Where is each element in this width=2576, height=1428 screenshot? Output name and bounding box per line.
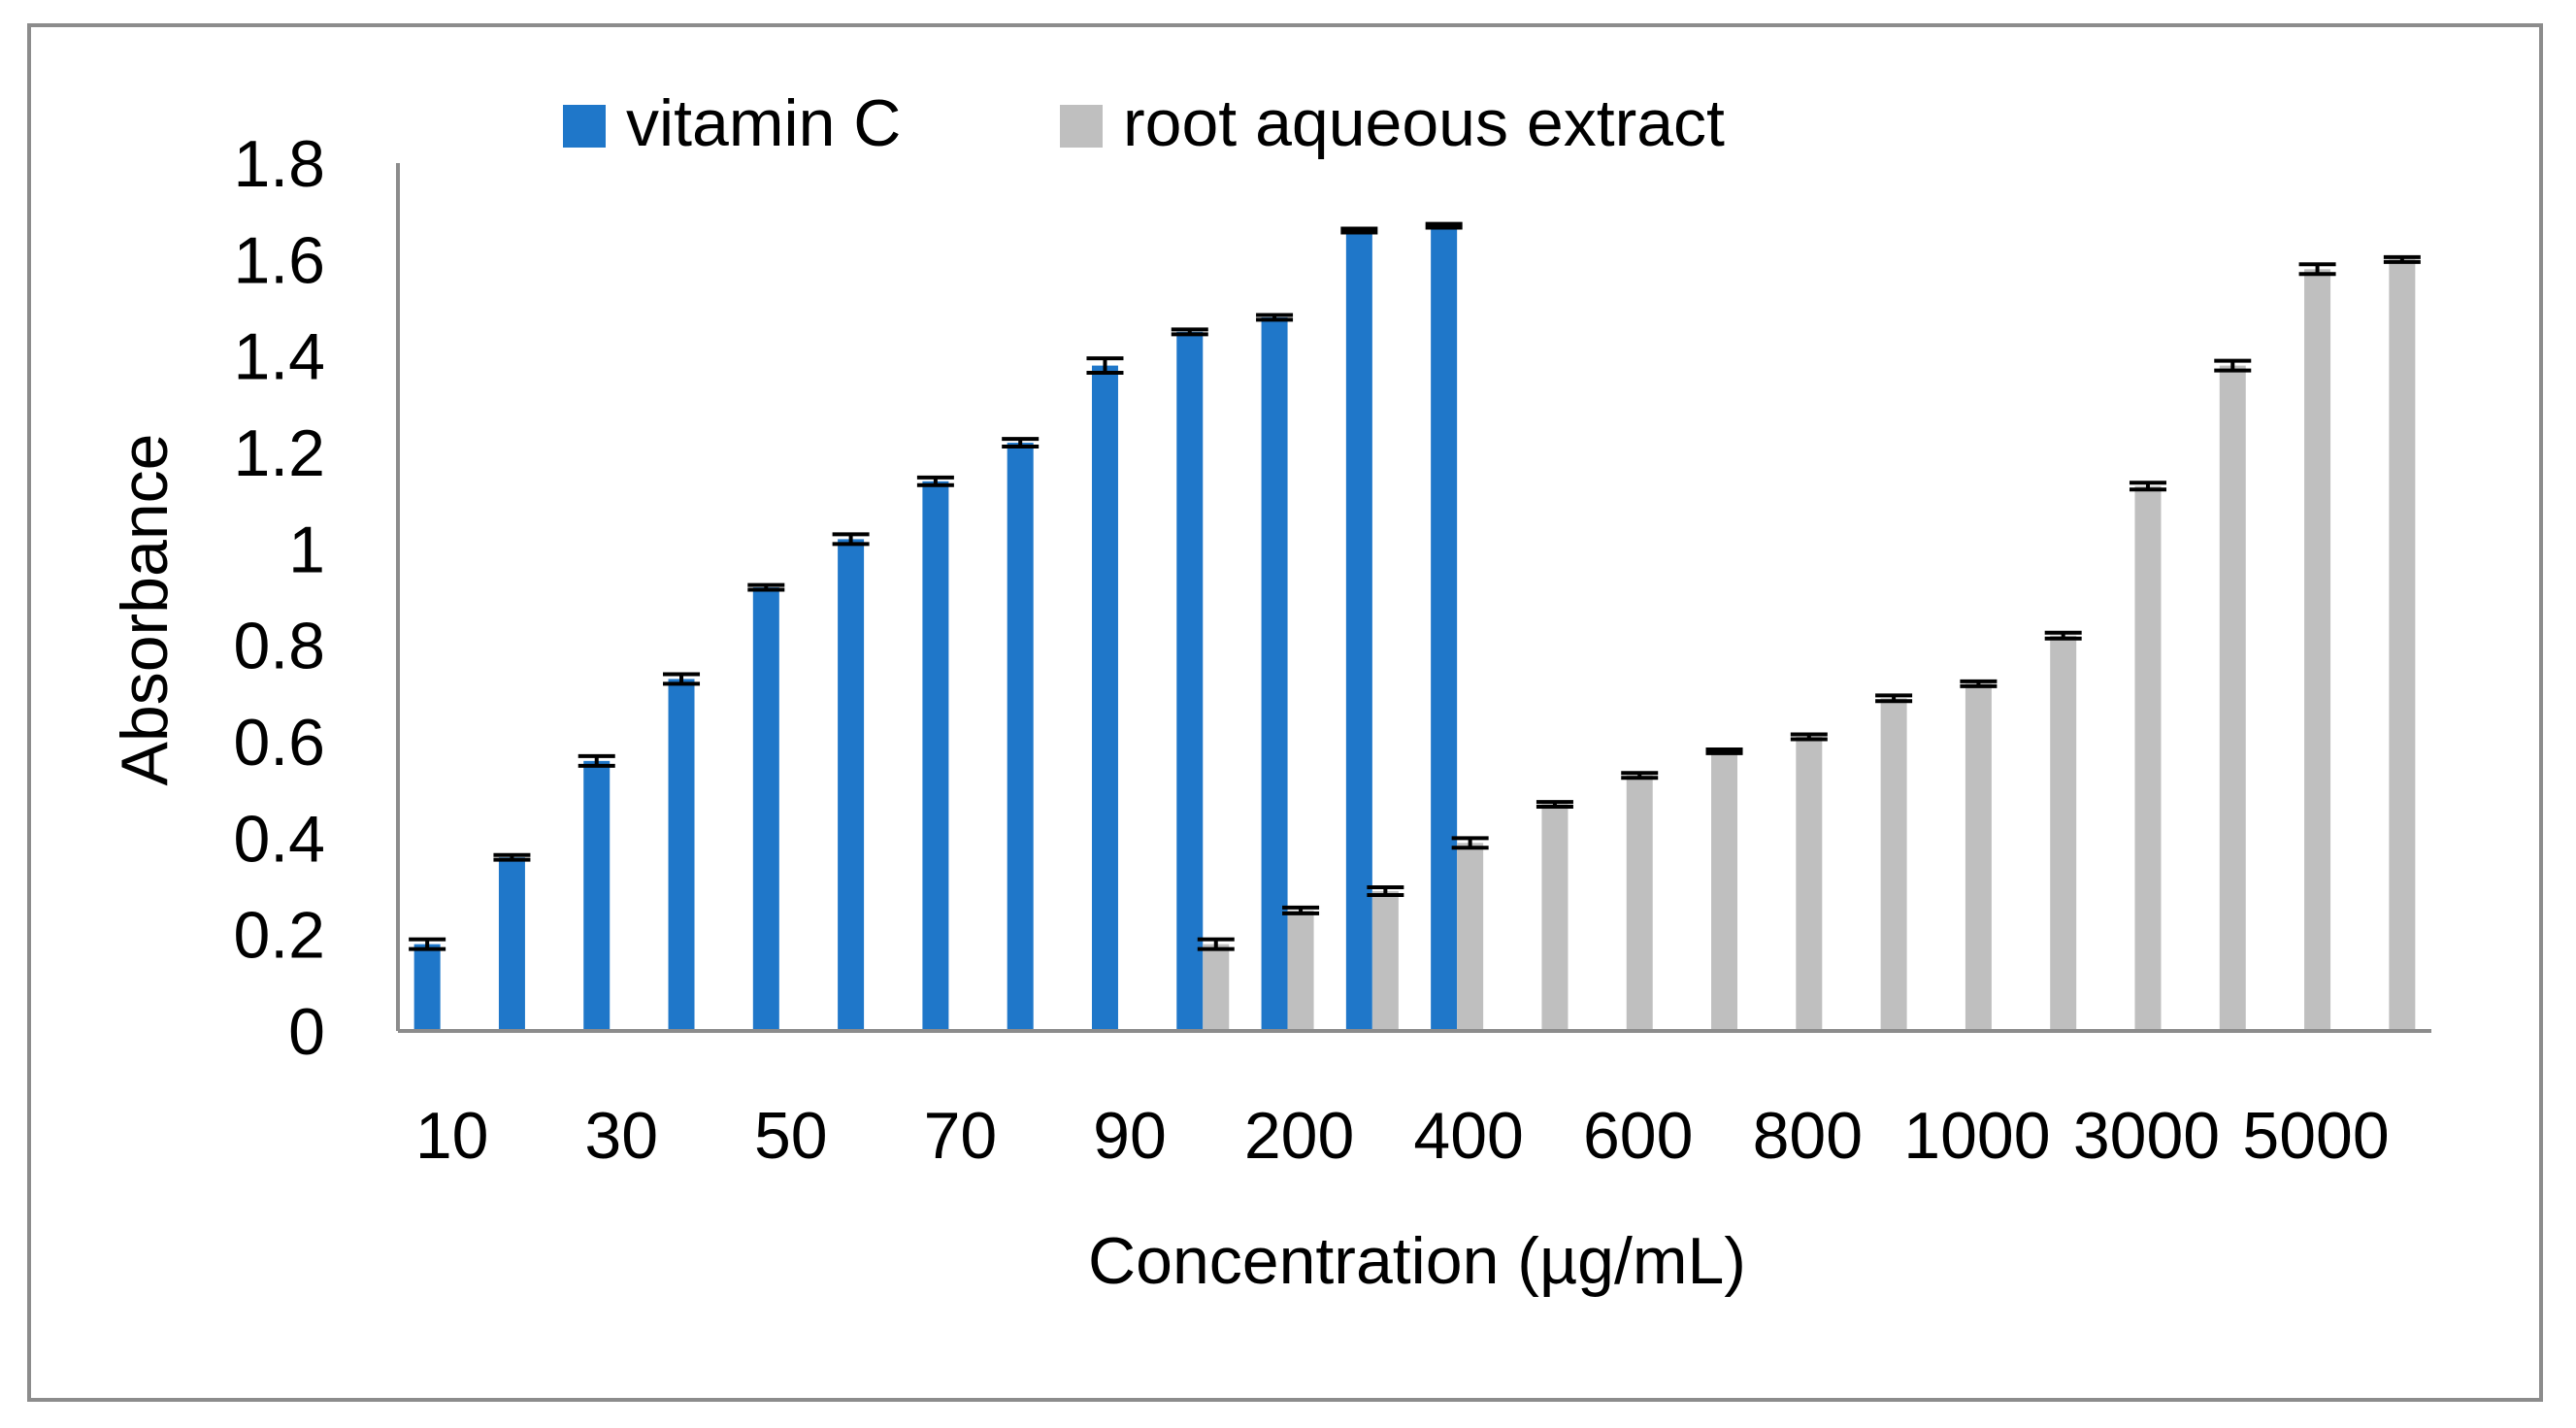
bar-root-extract bbox=[1457, 843, 1484, 1031]
y-axis-title: Absorbance bbox=[108, 434, 182, 786]
bar-root-extract bbox=[2389, 259, 2416, 1031]
y-tick-label: 1.2 bbox=[233, 416, 325, 490]
error-bar bbox=[1875, 693, 1913, 704]
bars bbox=[413, 225, 2416, 1032]
error-bar bbox=[409, 937, 446, 951]
error-bar bbox=[1197, 937, 1235, 951]
error-bar bbox=[1367, 884, 1404, 897]
error-bar bbox=[1425, 221, 1463, 230]
bar-root-extract bbox=[1287, 910, 1314, 1031]
bar-root-extract bbox=[1965, 683, 1992, 1031]
bar-root-extract bbox=[1541, 804, 1569, 1031]
bar-root-extract bbox=[1203, 944, 1230, 1031]
error-bar bbox=[1960, 679, 1998, 688]
bar-vitamin-c bbox=[1176, 331, 1204, 1031]
bar-vitamin-c bbox=[668, 679, 695, 1031]
bar-root-extract bbox=[2219, 365, 2246, 1032]
bar-root-extract bbox=[2304, 269, 2331, 1031]
y-tick-label: 0 bbox=[288, 995, 325, 1069]
bar-vitamin-c bbox=[413, 944, 441, 1031]
y-tick-label: 1.4 bbox=[233, 320, 325, 394]
error-bar bbox=[2214, 358, 2252, 373]
x-tick-label: 50 bbox=[754, 1099, 828, 1173]
legend-label-vitamin-c: vitamin C bbox=[626, 86, 901, 160]
y-tick-label: 1.8 bbox=[233, 127, 325, 201]
bar-root-extract bbox=[1711, 750, 1738, 1031]
bar-root-extract bbox=[1371, 890, 1399, 1031]
bar-vitamin-c bbox=[583, 760, 611, 1031]
bar-root-extract bbox=[2050, 635, 2077, 1031]
legend-swatch-vitamin-c bbox=[563, 105, 606, 148]
error-bar bbox=[1790, 732, 1828, 742]
error-bar bbox=[1536, 800, 1573, 810]
x-axis-ticks: 10 30 50 70 90 200 400 600 800 1000 3000 5000 bbox=[415, 1099, 2390, 1173]
bar-vitamin-c bbox=[1261, 316, 1288, 1031]
bar-vitamin-c bbox=[498, 857, 525, 1031]
x-tick-label: 400 bbox=[1413, 1099, 1523, 1173]
bar-vitamin-c bbox=[1091, 365, 1118, 1032]
legend: vitamin C root aqueous extract bbox=[563, 86, 1725, 160]
error-bar bbox=[2383, 254, 2421, 264]
y-tick-label: 0.8 bbox=[233, 610, 325, 683]
bar-vitamin-c bbox=[838, 539, 865, 1031]
error-bar bbox=[916, 475, 954, 487]
bar-vitamin-c bbox=[922, 481, 949, 1031]
bar-root-extract bbox=[2134, 485, 2162, 1031]
x-tick-label: 5000 bbox=[2242, 1099, 2389, 1173]
error-bar bbox=[1451, 836, 1489, 850]
error-bar bbox=[1256, 313, 1294, 322]
x-axis-title: Concentration (µg/mL) bbox=[1088, 1224, 1746, 1298]
error-bar bbox=[1002, 437, 1040, 449]
error-bars bbox=[409, 221, 2421, 951]
x-tick-label: 600 bbox=[1583, 1099, 1693, 1173]
axes bbox=[396, 163, 2431, 1033]
error-bar bbox=[493, 852, 531, 862]
x-tick-label: 10 bbox=[415, 1099, 489, 1173]
bar-vitamin-c bbox=[1431, 225, 1458, 1032]
bar-root-extract bbox=[1796, 737, 1823, 1031]
error-bar bbox=[1171, 327, 1208, 337]
x-tick-label: 200 bbox=[1244, 1099, 1354, 1173]
x-tick-label: 800 bbox=[1753, 1099, 1863, 1173]
bar-vitamin-c bbox=[1007, 443, 1034, 1032]
error-bar bbox=[832, 532, 870, 547]
error-bar bbox=[2044, 630, 2082, 641]
error-bar bbox=[1340, 226, 1378, 235]
error-bar bbox=[1621, 771, 1659, 780]
bar-vitamin-c bbox=[1345, 230, 1372, 1032]
error-bar bbox=[1282, 905, 1320, 915]
x-tick-label: 30 bbox=[584, 1099, 658, 1173]
error-bar bbox=[578, 753, 615, 768]
bar-root-extract bbox=[1626, 775, 1653, 1031]
y-tick-label: 0.4 bbox=[233, 802, 325, 876]
x-tick-label: 3000 bbox=[2073, 1099, 2220, 1173]
legend-swatch-root-aqueous-extract bbox=[1060, 105, 1103, 148]
bar-root-extract bbox=[1880, 698, 1907, 1031]
y-tick-label: 1.6 bbox=[233, 223, 325, 297]
y-tick-label: 0.6 bbox=[233, 706, 325, 780]
legend-label-root-aqueous-extract: root aqueous extract bbox=[1123, 86, 1725, 160]
bar-vitamin-c bbox=[752, 587, 779, 1031]
y-tick-label: 1 bbox=[288, 513, 325, 586]
x-tick-label: 70 bbox=[924, 1099, 998, 1173]
error-bar bbox=[747, 582, 785, 592]
x-tick-label: 1000 bbox=[1903, 1099, 2050, 1173]
error-bar bbox=[1086, 356, 1124, 376]
y-tick-label: 0.2 bbox=[233, 899, 325, 973]
error-bar bbox=[1705, 747, 1743, 755]
x-tick-label: 90 bbox=[1093, 1099, 1167, 1173]
y-axis-ticks: 0 0.2 0.4 0.6 0.8 1 1.2 1.4 1.6 1.8 bbox=[233, 127, 325, 1069]
error-bar bbox=[663, 672, 701, 686]
error-bar bbox=[2298, 262, 2336, 277]
error-bar bbox=[2129, 481, 2166, 492]
